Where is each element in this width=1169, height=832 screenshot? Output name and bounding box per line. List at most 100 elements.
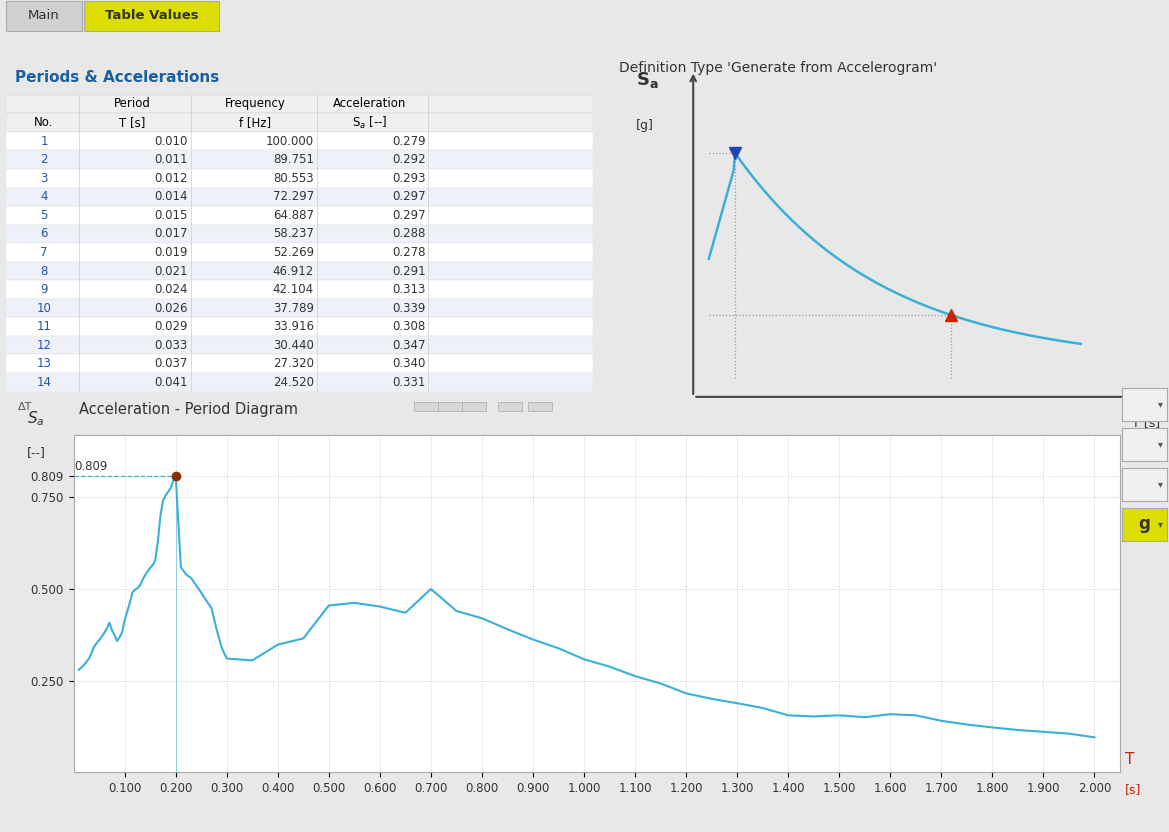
FancyBboxPatch shape [6, 225, 593, 243]
Text: Periods & Accelerations: Periods & Accelerations [15, 70, 219, 85]
Text: ▾: ▾ [1157, 439, 1162, 449]
Text: 42.104: 42.104 [272, 283, 314, 296]
FancyBboxPatch shape [6, 373, 593, 392]
Text: 0.029: 0.029 [154, 320, 188, 333]
Text: 10: 10 [36, 302, 51, 314]
Text: 0.278: 0.278 [392, 246, 426, 259]
Text: f [Hz]: f [Hz] [240, 116, 271, 129]
Text: Frequency: Frequency [224, 97, 285, 110]
FancyBboxPatch shape [6, 1, 82, 31]
FancyBboxPatch shape [84, 1, 219, 31]
Text: ▾: ▾ [1157, 399, 1162, 409]
FancyBboxPatch shape [437, 403, 462, 411]
FancyBboxPatch shape [6, 113, 593, 132]
Text: 12: 12 [36, 339, 51, 352]
FancyBboxPatch shape [6, 262, 593, 280]
Text: Period: Period [113, 97, 151, 110]
Text: S$_a$ [--]: S$_a$ [--] [352, 115, 387, 131]
Text: Definition Type 'Generate from Accelerogram': Definition Type 'Generate from Accelerog… [620, 61, 938, 75]
Text: T [s]: T [s] [119, 116, 145, 129]
Text: $\mathbf{S_a}$: $\mathbf{S_a}$ [636, 70, 658, 91]
Text: 0.340: 0.340 [392, 357, 426, 370]
Text: 0.012: 0.012 [154, 171, 188, 185]
Text: Acceleration: Acceleration [333, 97, 407, 110]
FancyBboxPatch shape [6, 206, 593, 225]
FancyBboxPatch shape [6, 336, 593, 354]
Text: 0.292: 0.292 [392, 153, 426, 166]
Text: 13: 13 [36, 357, 51, 370]
Text: 30.440: 30.440 [274, 339, 314, 352]
Text: 0.021: 0.021 [154, 265, 188, 278]
Text: 0.297: 0.297 [392, 209, 426, 222]
Text: 0.313: 0.313 [392, 283, 426, 296]
Text: 0.339: 0.339 [392, 302, 426, 314]
Text: 27.320: 27.320 [272, 357, 314, 370]
FancyBboxPatch shape [6, 243, 593, 262]
Text: [--]: [--] [27, 446, 46, 458]
Text: 14: 14 [36, 376, 51, 389]
Text: 4: 4 [40, 191, 48, 203]
Text: 0.293: 0.293 [392, 171, 426, 185]
Text: 0.331: 0.331 [392, 376, 426, 389]
Text: 6: 6 [40, 227, 48, 240]
FancyBboxPatch shape [498, 403, 521, 411]
Text: g: g [1139, 515, 1150, 533]
Text: Main: Main [27, 9, 60, 22]
Text: 9: 9 [40, 283, 48, 296]
Text: 0.041: 0.041 [154, 376, 188, 389]
Text: 5: 5 [40, 209, 48, 222]
Text: T [s]: T [s] [1132, 416, 1160, 429]
Text: 100.000: 100.000 [265, 135, 314, 147]
Text: 72.297: 72.297 [272, 191, 314, 203]
Text: 7: 7 [40, 246, 48, 259]
Text: 0.026: 0.026 [154, 302, 188, 314]
Text: 0.010: 0.010 [154, 135, 188, 147]
FancyBboxPatch shape [6, 151, 593, 169]
Text: 11: 11 [36, 320, 51, 333]
Text: 8: 8 [40, 265, 48, 278]
Text: 0.015: 0.015 [154, 209, 188, 222]
Text: [s]: [s] [1125, 783, 1141, 795]
FancyBboxPatch shape [6, 280, 593, 299]
FancyBboxPatch shape [6, 317, 593, 336]
Text: 0.297: 0.297 [392, 191, 426, 203]
FancyBboxPatch shape [462, 403, 485, 411]
Text: 80.553: 80.553 [274, 171, 314, 185]
Text: 0.011: 0.011 [154, 153, 188, 166]
Text: 33.916: 33.916 [272, 320, 314, 333]
Text: 0.033: 0.033 [154, 339, 188, 352]
Text: $S_a$: $S_a$ [27, 409, 44, 428]
Text: 2: 2 [40, 153, 48, 166]
FancyBboxPatch shape [6, 299, 593, 317]
Text: 37.789: 37.789 [272, 302, 314, 314]
Text: 0.017: 0.017 [154, 227, 188, 240]
Text: 52.269: 52.269 [272, 246, 314, 259]
Text: ΔT: ΔT [18, 402, 33, 412]
Text: [g]: [g] [636, 119, 653, 132]
Text: 3: 3 [40, 171, 48, 185]
Text: 0.037: 0.037 [154, 357, 188, 370]
FancyBboxPatch shape [0, 1, 1169, 31]
Text: ▾: ▾ [1157, 479, 1162, 489]
Text: 64.887: 64.887 [272, 209, 314, 222]
Text: 0.279: 0.279 [392, 135, 426, 147]
FancyBboxPatch shape [6, 187, 593, 206]
FancyBboxPatch shape [6, 354, 593, 373]
Text: T: T [1125, 752, 1134, 767]
Text: 0.014: 0.014 [154, 191, 188, 203]
Text: 24.520: 24.520 [272, 376, 314, 389]
FancyBboxPatch shape [527, 403, 552, 411]
Text: ▾: ▾ [1157, 519, 1162, 529]
Text: 0.809: 0.809 [75, 460, 108, 473]
Text: 0.019: 0.019 [154, 246, 188, 259]
Text: Table Values: Table Values [105, 9, 199, 22]
Text: 1: 1 [40, 135, 48, 147]
Text: 58.237: 58.237 [274, 227, 314, 240]
Text: 0.308: 0.308 [392, 320, 426, 333]
Text: 89.751: 89.751 [272, 153, 314, 166]
Text: Acceleration - Period Diagram: Acceleration - Period Diagram [78, 402, 298, 417]
FancyBboxPatch shape [6, 95, 593, 113]
Text: 0.347: 0.347 [392, 339, 426, 352]
FancyBboxPatch shape [6, 132, 593, 151]
Text: 46.912: 46.912 [272, 265, 314, 278]
